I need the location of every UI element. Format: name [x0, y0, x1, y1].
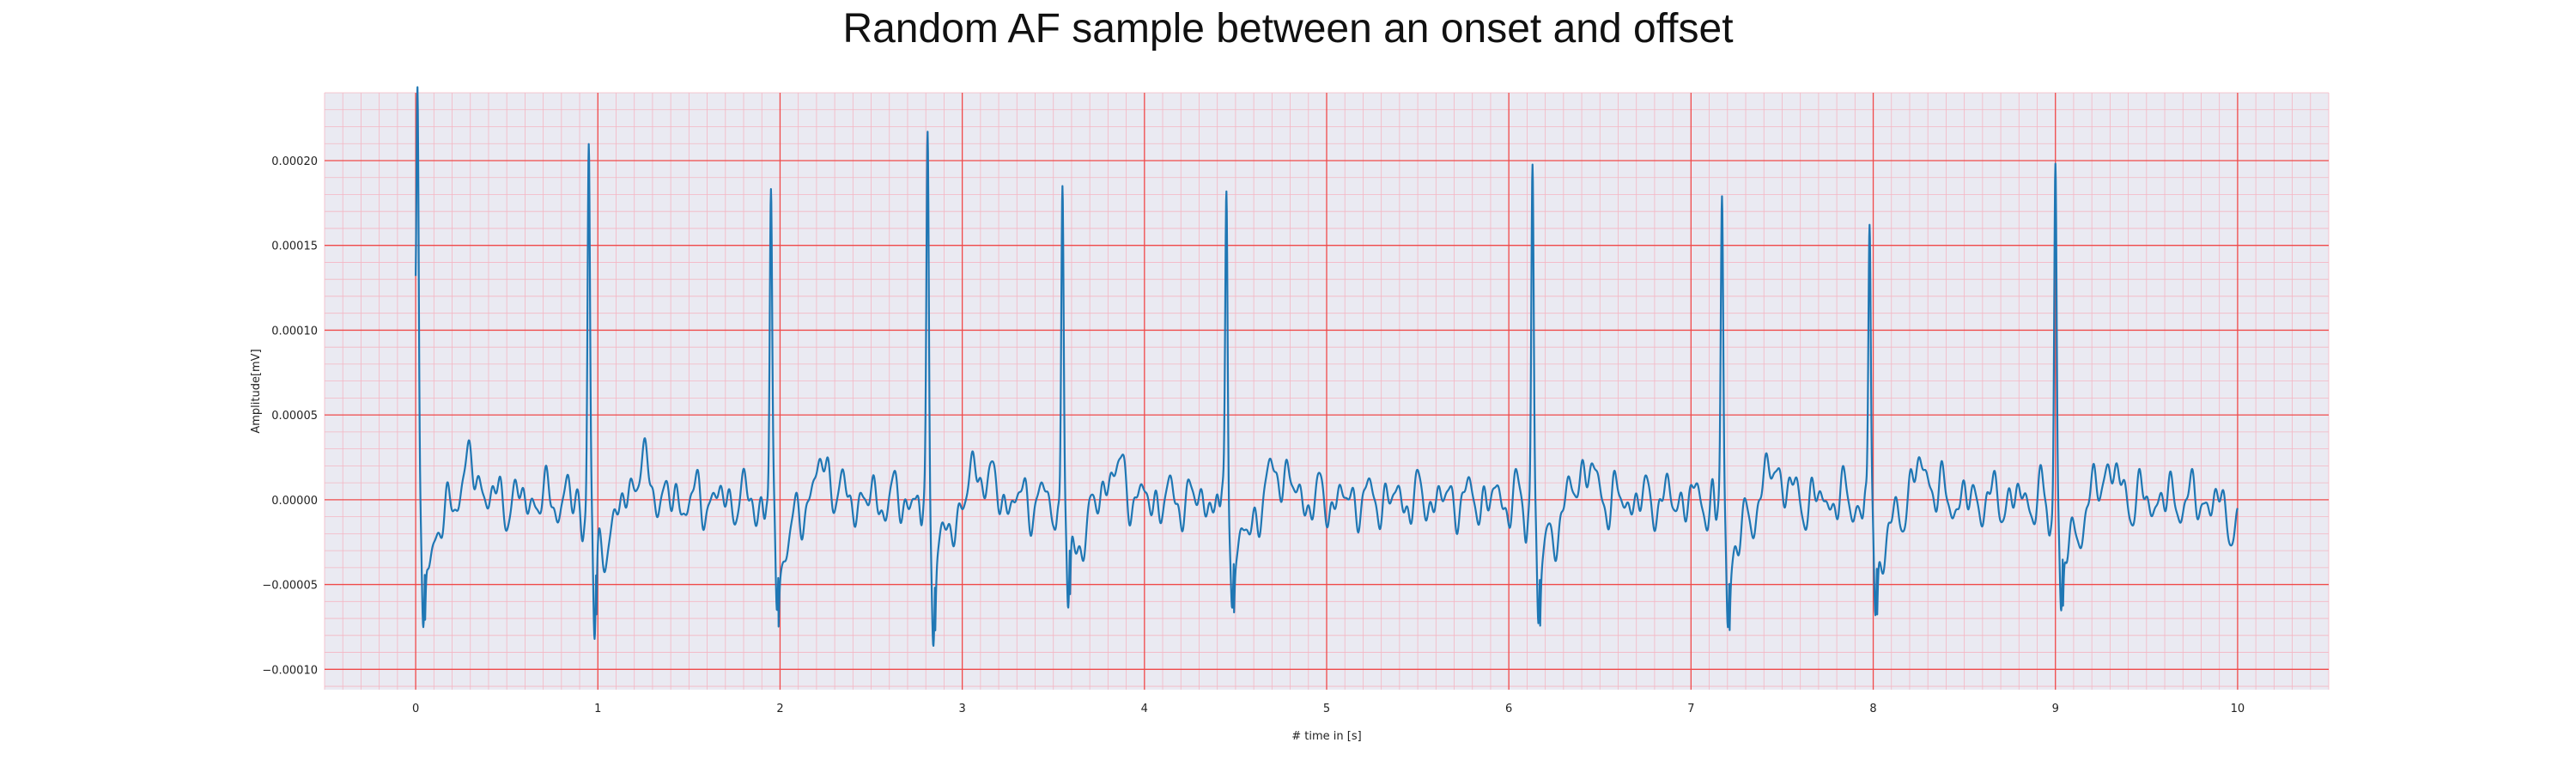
x-tick-label: 5 [1323, 703, 1330, 715]
x-tick-label: 9 [2052, 703, 2059, 715]
y-tick-label: −0.00010 [262, 664, 318, 677]
x-tick-label: 10 [2231, 703, 2245, 715]
x-tick-label: 6 [1505, 703, 1512, 715]
series-line [414, 86, 2239, 648]
y-tick-label: 0.00015 [271, 240, 318, 253]
y-tick-label: 0.00005 [271, 410, 318, 423]
y-tick-label: −0.00005 [262, 580, 318, 593]
x-tick-label: 1 [594, 703, 601, 715]
x-axis-label: # time in [s] [1291, 730, 1361, 743]
x-tick-label: 8 [1869, 703, 1876, 715]
series-layer [414, 86, 2239, 648]
x-tick-label: 2 [776, 703, 783, 715]
x-tick-label: 7 [1687, 703, 1694, 715]
chart-title: Random AF sample between an onset and of… [842, 6, 1734, 52]
x-tick-label: 0 [412, 703, 419, 715]
major-grid [325, 93, 2329, 690]
x-tick-label: 4 [1141, 703, 1148, 715]
y-axis-label: Amplitude[mV] [250, 349, 263, 433]
y-tick-label: 0.00020 [271, 155, 318, 168]
y-tick-labels: −0.00010 −0.00005 0.00000 0.00005 0.00010 0.0… [262, 155, 318, 677]
x-tick-label: 3 [958, 703, 965, 715]
x-tick-labels: 0 1 2 3 4 5 6 7 8 9 10 [412, 703, 2245, 715]
y-tick-label: 0.00000 [271, 495, 318, 508]
y-tick-label: 0.00010 [271, 325, 318, 338]
